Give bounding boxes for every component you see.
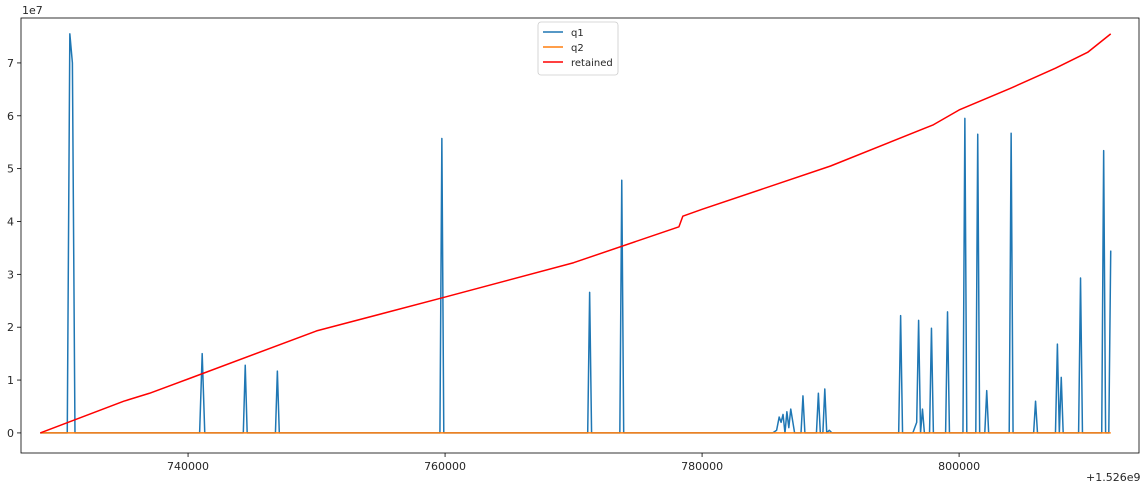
legend-label-q1: q1 <box>571 28 584 39</box>
series-line-retained <box>40 33 1112 434</box>
legend-label-q2: q2 <box>571 43 584 54</box>
y-tick-label: 5 <box>7 163 14 176</box>
series-line-q1 <box>40 33 1112 434</box>
y-tick-label: 6 <box>7 110 14 123</box>
y-tick-label: 4 <box>7 215 14 228</box>
y-tick-label: 2 <box>7 321 14 334</box>
y-multiplier-label: 1e7 <box>22 4 43 17</box>
plot-frame <box>20 17 1140 454</box>
legend-label-retained: retained <box>571 58 613 69</box>
x-tick-label: 800000 <box>938 460 980 473</box>
x-tick-label: 780000 <box>681 460 723 473</box>
x-tick-label: 760000 <box>424 460 466 473</box>
y-tick-label: 7 <box>7 57 14 70</box>
y-tick-label: 3 <box>7 268 14 281</box>
legend: q1 q2 retained <box>537 21 619 76</box>
x-offset-label: +1.526e9 <box>1086 471 1140 484</box>
y-axis: 0 1 2 3 4 5 6 7 <box>7 57 21 440</box>
x-tick-label: 740000 <box>167 460 209 473</box>
plot-lines <box>40 33 1112 434</box>
x-axis: 740000 760000 780000 800000 <box>167 453 980 473</box>
y-tick-label: 1 <box>7 374 14 387</box>
y-tick-label: 0 <box>7 427 14 440</box>
